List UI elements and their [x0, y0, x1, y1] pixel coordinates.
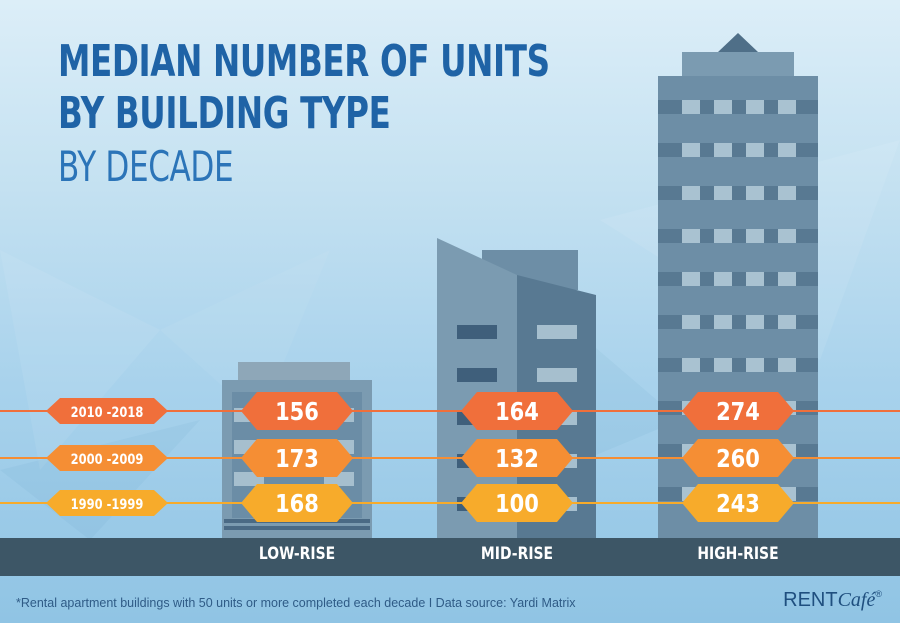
ground-band — [0, 538, 900, 576]
value-badge-shape — [241, 484, 353, 522]
legend-tag-shape — [46, 398, 168, 424]
legend: 2010 -2018 2000 -2009 1990 -1999 — [46, 398, 168, 516]
legend-label: 1990 -1999 — [71, 497, 144, 513]
legend-item-1990-1999: 1990 -1999 — [46, 490, 168, 516]
value-badge-high-rise-1: 260 — [682, 439, 794, 477]
value-badge-low-rise-0: 156 — [241, 392, 353, 430]
legend-label: 2000 -2009 — [71, 452, 144, 468]
value-label: 132 — [495, 445, 539, 473]
value-label: 164 — [495, 398, 539, 426]
value-label: 173 — [275, 445, 319, 473]
category-label-mid-rise: MID-RISE — [480, 544, 554, 564]
value-badge-shape — [241, 392, 353, 430]
value-badge-shape — [461, 439, 573, 477]
legend-tag-shape — [46, 490, 168, 516]
brand-name: RENT — [783, 589, 838, 611]
value-badge-shape — [682, 392, 794, 430]
brand-mark: ® — [875, 589, 882, 599]
value-badge-mid-rise-1: 132 — [461, 439, 573, 477]
legend-label: 2010 -2018 — [71, 405, 144, 421]
legend-item-2010-2018: 2010 -2018 — [46, 398, 168, 424]
value-label: 260 — [716, 445, 760, 473]
value-label: 100 — [495, 490, 539, 518]
footnote: *Rental apartment buildings with 50 unit… — [16, 596, 576, 610]
value-badge-low-rise-1: 173 — [241, 439, 353, 477]
value-label: 243 — [716, 490, 760, 518]
value-badge-shape — [461, 392, 573, 430]
brand-script: Café — [837, 589, 876, 611]
value-badge-high-rise-2: 243 — [682, 484, 794, 522]
value-badge-shape — [241, 439, 353, 477]
legend-tag-shape — [46, 445, 168, 471]
category-label-high-rise: HIGH-RISE — [697, 544, 779, 564]
chart-title-line-2: BY BUILDING TYPE — [58, 88, 391, 139]
value-badge-shape — [461, 484, 573, 522]
value-label: 168 — [275, 490, 319, 518]
category-label-low-rise: LOW-RISE — [258, 544, 336, 564]
value-badge-low-rise-2: 168 — [241, 484, 353, 522]
value-label: 156 — [275, 398, 319, 426]
brand-logo: RENTCafé® — [783, 589, 882, 612]
chart-subtitle: BY DECADE — [58, 142, 234, 191]
value-badge-shape — [682, 484, 794, 522]
value-badge-mid-rise-2: 100 — [461, 484, 573, 522]
value-badges: 156 164 274 173 132 260 168 100 243 — [241, 392, 794, 522]
value-badge-high-rise-0: 274 — [682, 392, 794, 430]
chart-title-line-1: MEDIAN NUMBER OF UNITS — [58, 36, 550, 87]
value-label: 274 — [716, 398, 760, 426]
value-badge-mid-rise-0: 164 — [461, 392, 573, 430]
legend-item-2000-2009: 2000 -2009 — [46, 445, 168, 471]
value-badge-shape — [682, 439, 794, 477]
